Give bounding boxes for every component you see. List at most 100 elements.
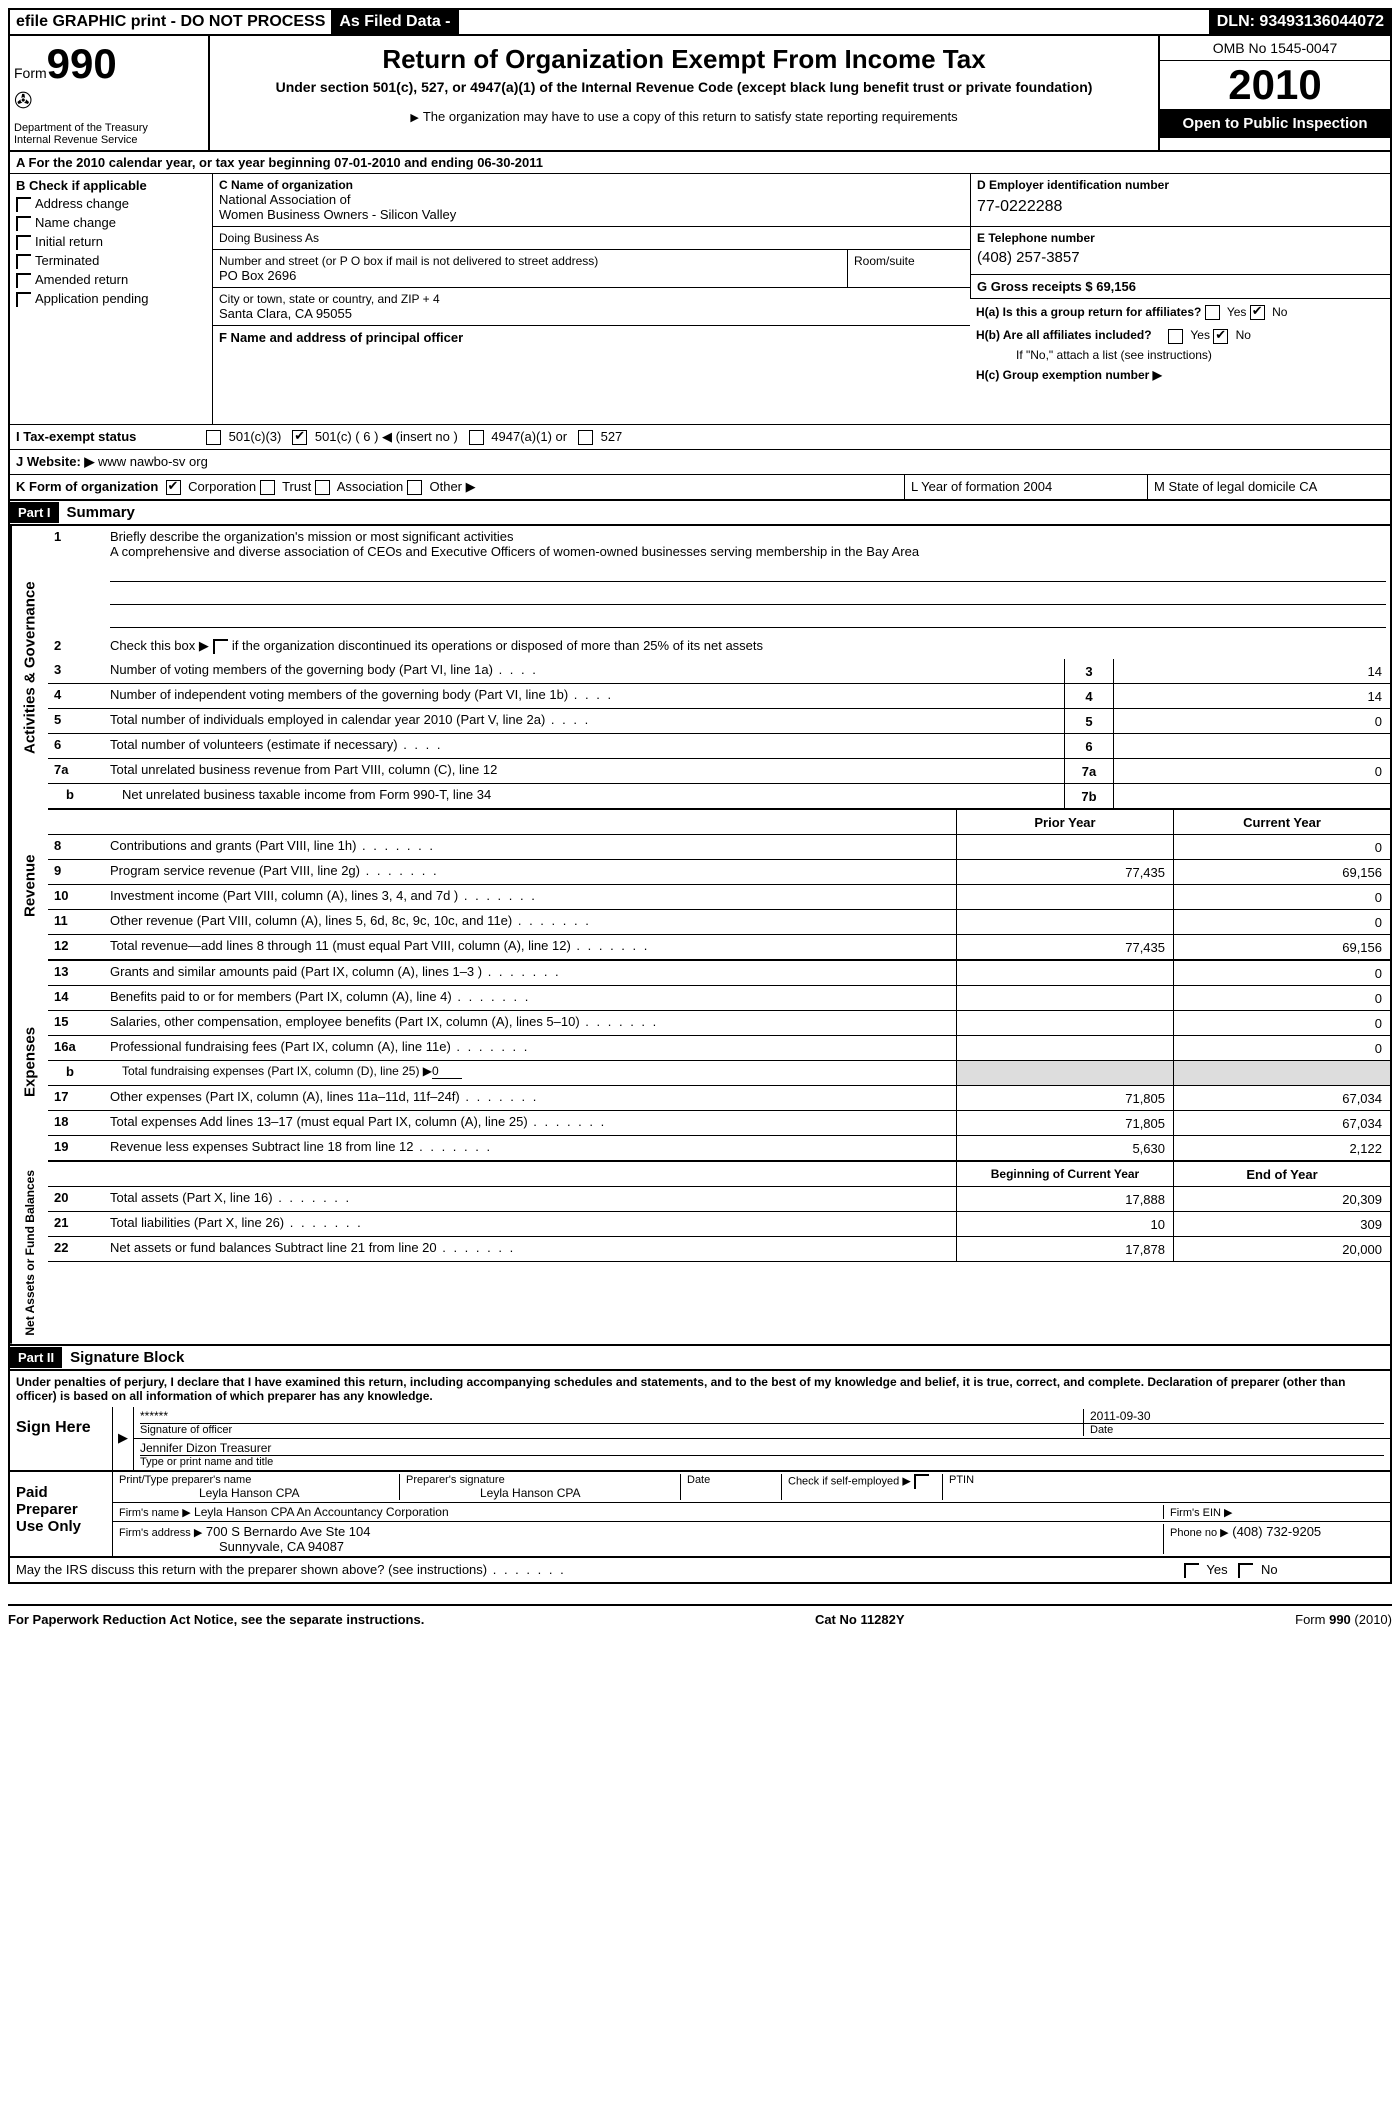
val-line7b	[1113, 784, 1390, 808]
table-row: 17 Other expenses (Part IX, column (A), …	[48, 1086, 1390, 1111]
checkbox-trust[interactable]	[260, 480, 275, 495]
firm-address2: Sunnyvale, CA 94087	[119, 1539, 344, 1554]
year-formation: L Year of formation 2004	[904, 475, 1147, 499]
paid-preparer-block: Paid Preparer Use Only Print/Type prepar…	[8, 1472, 1392, 1558]
header-left: Form990 ✇ Department of the Treasury Int…	[10, 36, 210, 150]
governance-section: Activities & Governance 1 Briefly descri…	[8, 526, 1392, 810]
part1-header: Part I Summary	[8, 501, 1392, 526]
sign-arrow-icon: ▶	[113, 1407, 134, 1470]
state-domicile: M State of legal domicile CA	[1147, 475, 1390, 499]
checkbox-other[interactable]	[407, 480, 422, 495]
row-k: K Form of organization Corporation Trust…	[8, 475, 1392, 501]
fundraising-total: 0	[432, 1064, 462, 1079]
gross-receipts: G Gross receipts $ 69,156	[970, 275, 1390, 299]
side-label-expenses: Expenses	[10, 961, 48, 1162]
checkbox-terminated[interactable]	[16, 254, 31, 269]
header-note: The organization may have to use a copy …	[218, 109, 1150, 124]
table-row: 10 Investment income (Part VIII, column …	[48, 885, 1390, 910]
officer-signature: ******	[140, 1409, 1083, 1423]
asfiled-label: As Filed Data -	[333, 10, 458, 34]
checkbox-hb-no[interactable]	[1213, 329, 1228, 344]
form-header: Form990 ✇ Department of the Treasury Int…	[8, 36, 1392, 152]
checkbox-line2[interactable]	[213, 639, 228, 654]
officer-name: Jennifer Dizon Treasurer	[140, 1441, 1384, 1455]
perjury-statement: Under penalties of perjury, I declare th…	[8, 1371, 1392, 1407]
form-title: Return of Organization Exempt From Incom…	[218, 44, 1150, 75]
table-row: 21 Total liabilities (Part X, line 26) 1…	[48, 1212, 1390, 1237]
page-footer: For Paperwork Reduction Act Notice, see …	[8, 1604, 1392, 1633]
checkbox-address-change[interactable]	[16, 197, 31, 212]
sign-block: Sign Here ▶ ****** Signature of officer …	[8, 1407, 1392, 1472]
table-row: 15 Salaries, other compensation, employe…	[48, 1011, 1390, 1036]
recycle-icon: ✇	[14, 88, 204, 114]
street-address: PO Box 2696	[219, 268, 841, 283]
sign-here-label: Sign Here	[10, 1407, 113, 1470]
header-right: OMB No 1545-0047 2010 Open to Public Ins…	[1158, 36, 1390, 150]
ein-value: 77-0222288	[977, 192, 1384, 222]
current-year-header: Current Year	[1173, 810, 1390, 834]
checkbox-501c3[interactable]	[206, 430, 221, 445]
checkbox-name-change[interactable]	[16, 216, 31, 231]
checkbox-pending[interactable]	[16, 292, 31, 307]
checkbox-ha-no[interactable]	[1250, 305, 1265, 320]
part2-header: Part II Signature Block	[8, 1346, 1392, 1371]
table-row: 19 Revenue less expenses Subtract line 1…	[48, 1136, 1390, 1162]
checkbox-amended[interactable]	[16, 273, 31, 288]
checkbox-discuss-no[interactable]	[1238, 1563, 1253, 1578]
omb-number: OMB No 1545-0047	[1160, 36, 1390, 61]
table-row: 14 Benefits paid to or for members (Part…	[48, 986, 1390, 1011]
val-line5: 0	[1113, 709, 1390, 733]
revenue-section: Revenue Prior Year Current Year 8 Contri…	[8, 810, 1392, 961]
row-j: J Website: ▶ www nawbo-sv org	[8, 450, 1392, 475]
top-bar: efile GRAPHIC print - DO NOT PROCESS As …	[8, 8, 1392, 36]
table-row: 16a Professional fundraising fees (Part …	[48, 1036, 1390, 1061]
row-i: I Tax-exempt status 501(c)(3) 501(c) ( 6…	[8, 425, 1392, 450]
netassets-section: Net Assets or Fund Balances Beginning of…	[8, 1162, 1392, 1346]
table-row: 20 Total assets (Part X, line 16) 17,888…	[48, 1187, 1390, 1212]
table-row: 12 Total revenue—add lines 8 through 11 …	[48, 935, 1390, 961]
form-subtitle: Under section 501(c), 527, or 4947(a)(1)…	[218, 79, 1150, 95]
checkbox-assoc[interactable]	[315, 480, 330, 495]
info-block: B Check if applicable Address change Nam…	[8, 174, 1392, 425]
header-center: Return of Organization Exempt From Incom…	[210, 36, 1158, 150]
firm-phone: (408) 732-9205	[1232, 1524, 1321, 1539]
val-line7a: 0	[1113, 759, 1390, 783]
section-b: B Check if applicable Address change Nam…	[10, 174, 213, 424]
phone-value: (408) 257-3857	[977, 245, 1384, 270]
val-line3: 14	[1113, 659, 1390, 683]
checkbox-4947[interactable]	[469, 430, 484, 445]
checkbox-ha-yes[interactable]	[1205, 305, 1220, 320]
checkbox-initial-return[interactable]	[16, 235, 31, 250]
firm-address1: 700 S Bernardo Ave Ste 104	[206, 1524, 371, 1539]
side-label-revenue: Revenue	[10, 810, 48, 961]
room-suite: Room/suite	[848, 250, 970, 287]
paid-preparer-label: Paid Preparer Use Only	[10, 1472, 113, 1556]
table-row: 18 Total expenses Add lines 13–17 (must …	[48, 1111, 1390, 1136]
checkbox-527[interactable]	[578, 430, 593, 445]
table-row: 8 Contributions and grants (Part VIII, l…	[48, 835, 1390, 860]
checkbox-discuss-yes[interactable]	[1184, 1563, 1199, 1578]
preparer-name: Leyla Hanson CPA	[119, 1486, 399, 1500]
table-row: 9 Program service revenue (Part VIII, li…	[48, 860, 1390, 885]
checkbox-self-employed[interactable]	[914, 1474, 929, 1489]
officer-label: F Name and address of principal officer	[219, 330, 964, 345]
spacer	[459, 10, 1211, 34]
irs-discuss-row: May the IRS discuss this return with the…	[8, 1558, 1392, 1584]
table-row: 22 Net assets or fund balances Subtract …	[48, 1237, 1390, 1262]
val-line4: 14	[1113, 684, 1390, 708]
efile-label: efile GRAPHIC print - DO NOT PROCESS	[10, 10, 333, 34]
open-public: Open to Public Inspection	[1160, 109, 1390, 138]
expenses-section: Expenses 13 Grants and similar amounts p…	[8, 961, 1392, 1162]
table-row: 13 Grants and similar amounts paid (Part…	[48, 961, 1390, 986]
val-line6	[1113, 734, 1390, 758]
checkbox-501c[interactable]	[292, 430, 307, 445]
checkbox-hb-yes[interactable]	[1168, 329, 1183, 344]
section-right: D Employer identification number 77-0222…	[970, 174, 1390, 424]
dln-cell: DLN: 93493136044072	[1211, 10, 1390, 34]
sign-date: 2011-09-30	[1084, 1409, 1384, 1423]
mission-text: A comprehensive and diverse association …	[110, 544, 919, 559]
prior-year-header: Prior Year	[956, 810, 1173, 834]
dept-label: Department of the Treasury Internal Reve…	[14, 122, 204, 146]
checkbox-corp[interactable]	[166, 480, 181, 495]
side-label-netassets: Net Assets or Fund Balances	[10, 1162, 48, 1344]
